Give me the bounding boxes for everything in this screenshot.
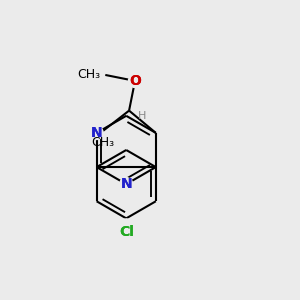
Text: H: H (137, 111, 146, 121)
Text: CH₃: CH₃ (91, 136, 114, 149)
Text: Cl: Cl (119, 225, 134, 239)
Text: N: N (120, 177, 132, 191)
Circle shape (120, 178, 133, 191)
Text: N: N (91, 126, 102, 140)
Text: CH₃: CH₃ (78, 68, 101, 82)
Text: N: N (120, 177, 132, 191)
Circle shape (128, 74, 142, 87)
Text: N: N (91, 126, 102, 140)
Circle shape (90, 126, 103, 140)
Text: Cl: Cl (119, 225, 134, 239)
Text: O: O (129, 74, 141, 88)
Circle shape (118, 219, 134, 236)
Text: O: O (129, 74, 141, 88)
